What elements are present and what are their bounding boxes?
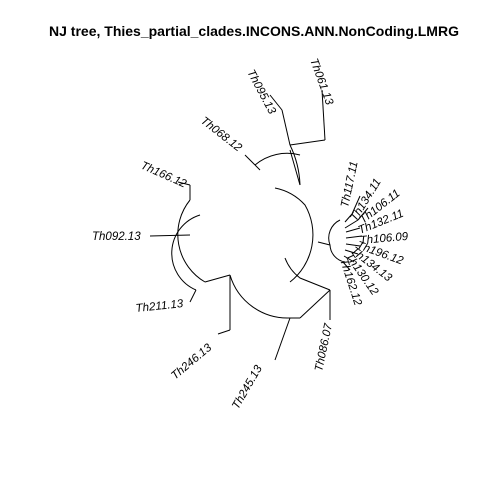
tip-label-t166: Th166.12 (139, 160, 189, 191)
arc-top-inner (254, 152, 301, 166)
tree-branch (321, 89, 326, 141)
tree-branch (345, 243, 361, 247)
tree-branch (344, 213, 353, 223)
tree-branch (177, 181, 191, 186)
tree-branch (357, 207, 369, 221)
tree-branch (189, 289, 197, 303)
arc-clade-left-outer (177, 199, 206, 283)
tree-branch (289, 139, 326, 146)
plot-title: NJ tree, Thies_partial_clades.INCONS.ANN… (49, 23, 459, 39)
tree-branch (345, 227, 361, 233)
tree-branches (149, 89, 369, 361)
tip-label-t068: Th068.12 (198, 115, 244, 155)
tree-branch (149, 234, 191, 237)
tree-branch (345, 235, 363, 239)
arc-clade-bottom (229, 274, 291, 319)
tree-branch (289, 149, 301, 186)
tip-label-t092: Th092.13 (92, 231, 141, 243)
tree-branch (254, 164, 261, 171)
tip-label-t106b: Th106.09 (359, 231, 409, 247)
arc-clade-right (328, 219, 346, 263)
tip-label-t245: Th245.13 (230, 363, 265, 412)
arc-clade-lower-right (284, 257, 331, 291)
tree-branch (274, 317, 291, 361)
tree-branch (269, 94, 283, 111)
arc-root-right (274, 187, 314, 283)
tree-branch (343, 255, 355, 263)
tree-branch (342, 261, 351, 271)
tree-branch (204, 274, 231, 283)
tip-label-t095: Th095.13 (244, 68, 278, 117)
tree-branch (244, 154, 256, 166)
tree-branch (299, 289, 331, 319)
arc-clade-left (171, 214, 201, 291)
tree-branch (281, 109, 291, 146)
tree-branch (344, 219, 359, 229)
tip-label-t246: Th246.13 (169, 341, 214, 382)
tip-label-t211: Th211.13 (135, 298, 184, 315)
tree-branch (344, 249, 359, 255)
tree-branch (317, 241, 331, 246)
tree-branch (217, 329, 231, 335)
tip-label-t086: Th086.07 (313, 322, 335, 373)
tip-label-t061: Th061.13 (307, 57, 335, 107)
tree-branch (351, 195, 361, 215)
